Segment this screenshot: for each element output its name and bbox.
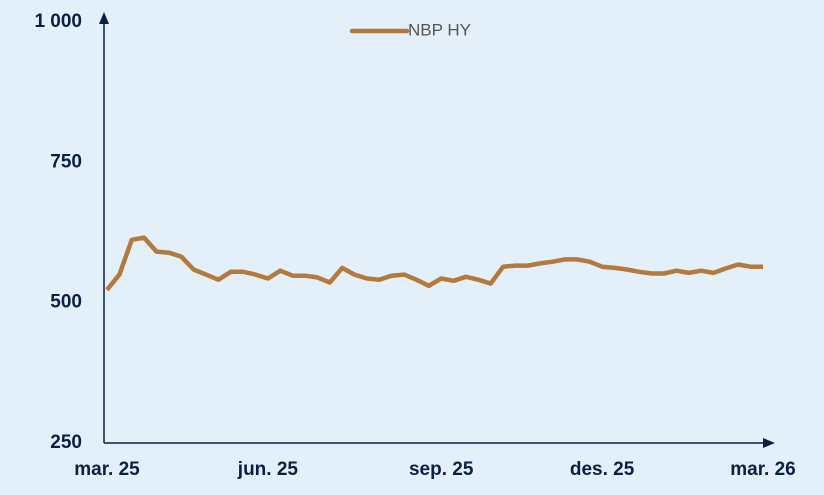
x-tick-label: mar. 26 (730, 459, 796, 480)
y-tick-label: 500 (50, 292, 82, 313)
x-axis-arrow (763, 438, 775, 448)
x-tick-label: des. 25 (570, 459, 635, 480)
y-axis-arrow (99, 12, 109, 24)
y-tick-label: 1 000 (34, 11, 82, 32)
x-tick-label: mar. 25 (74, 459, 140, 480)
x-tick-label: jun. 25 (237, 459, 299, 480)
y-tick-label: 750 (50, 151, 82, 172)
legend-label: NBP HY (408, 20, 471, 39)
x-tick-label: sep. 25 (409, 459, 474, 480)
y-tick-label: 250 (50, 432, 82, 453)
series-line (105, 235, 763, 292)
